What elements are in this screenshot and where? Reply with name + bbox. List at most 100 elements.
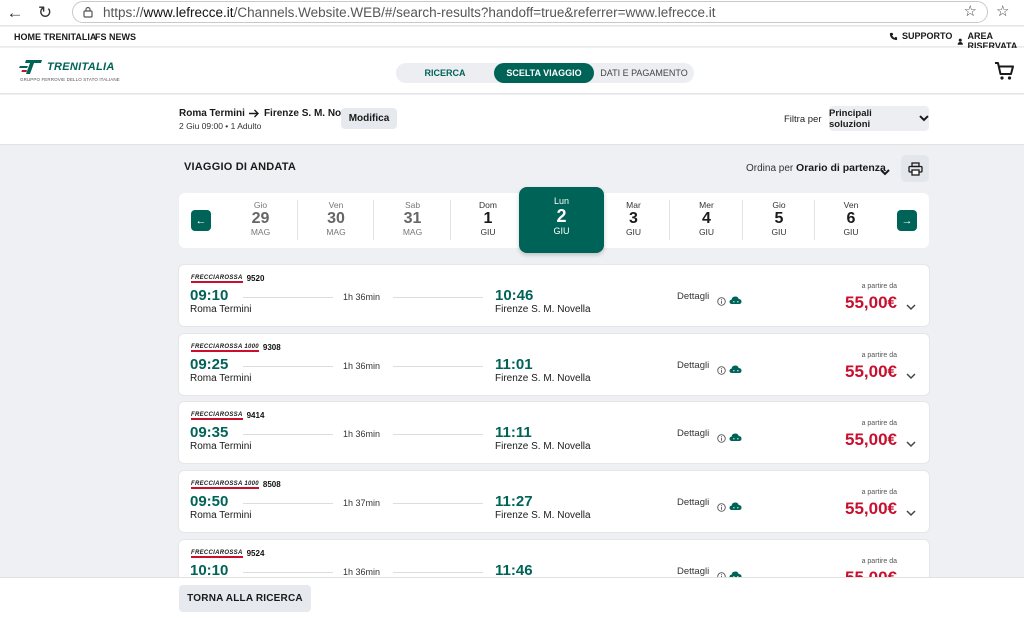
chevron-down-icon — [919, 115, 929, 122]
details-link[interactable]: Dettagli — [677, 360, 710, 371]
train-brand-logo: FRECCIAROSSA 1000 — [191, 343, 259, 352]
chevron-down-icon[interactable] — [906, 367, 916, 385]
date-weekday: Mar — [626, 200, 641, 210]
info-icon[interactable] — [717, 499, 726, 517]
train-solution-card[interactable]: FRECCIAROSSA 1000 9308 09:25 Roma Termini 1h… — [179, 334, 929, 395]
address-bar[interactable]: https://www.lefrecce.it/Channels.Website… — [72, 1, 988, 23]
train-number: 8508 — [262, 480, 281, 489]
booking-steps: RICERCA SCELTA VIAGGIO DATI E PAGAMENTO — [396, 63, 694, 83]
reload-icon[interactable]: ↻ — [37, 2, 53, 22]
step-search[interactable]: RICERCA — [424, 68, 466, 78]
details-link[interactable]: Dettagli — [677, 497, 710, 508]
favorites-icon[interactable]: ☆ — [996, 3, 1010, 20]
home-trenitalia-link[interactable]: HOME TRENITALIA — [14, 32, 97, 42]
departure-time: 09:10 — [190, 287, 229, 304]
co2-cloud-icon[interactable] — [729, 498, 742, 516]
user-icon — [957, 38, 963, 45]
chevron-down-icon[interactable] — [906, 504, 916, 522]
info-icon[interactable] — [717, 362, 726, 380]
details-link[interactable]: Dettagli — [677, 566, 710, 577]
date-number: 5 — [774, 210, 784, 227]
train-brand: FRECCIAROSSA 1000 9308 — [191, 343, 281, 352]
train-number: 9520 — [246, 274, 265, 283]
train-solution-card[interactable]: FRECCIAROSSA 9520 09:10 Roma Termini 1h 36mi… — [179, 265, 929, 326]
co2-cloud-icon[interactable] — [729, 292, 742, 310]
train-solution-card[interactable]: FRECCIAROSSA 1000 8508 09:50 Roma Termini 1h… — [179, 471, 929, 532]
arrival-station: Firenze S. M. Novella — [495, 304, 591, 315]
duration-line — [243, 503, 333, 504]
departure-station: Roma Termini — [190, 373, 252, 384]
trenitalia-logo[interactable]: TRENITALIA GRUPPO FERROVIE DELLO STATO I… — [18, 58, 120, 82]
date-option[interactable]: Mer 4 GIU — [670, 197, 743, 244]
duration-line — [393, 366, 483, 367]
train-number: 9524 — [246, 549, 265, 558]
duration-line — [243, 366, 333, 367]
departure-time: 09:35 — [190, 424, 229, 441]
logo-wordmark: TRENITALIA — [47, 61, 115, 73]
departure-station: Roma Termini — [190, 304, 252, 315]
trip-duration: 1h 36min — [343, 567, 381, 577]
search-summary: Roma Termini Firenze S. M. Novella 2 Giu… — [0, 95, 1024, 145]
modify-button[interactable]: Modifica — [341, 108, 397, 129]
route-title: Roma Termini Firenze S. M. Novella — [179, 108, 363, 119]
support-link[interactable]: SUPPORTO — [889, 31, 952, 41]
date-option[interactable]: Gio 29 MAG — [223, 197, 298, 244]
chevron-down-icon[interactable] — [880, 163, 890, 181]
bookmark-star-icon[interactable]: ☆ — [963, 3, 977, 20]
cart-icon[interactable] — [993, 60, 1015, 87]
date-weekday: Gio — [772, 200, 786, 210]
next-dates-button[interactable]: → — [897, 210, 917, 231]
arrival-time: 11:46 — [495, 562, 533, 579]
train-brand: FRECCIAROSSA 9414 — [191, 411, 264, 420]
date-option[interactable]: Ven 30 MAG — [298, 197, 374, 244]
details-link[interactable]: Dettagli — [677, 428, 710, 439]
arrival-time: 11:01 — [495, 356, 533, 373]
date-option[interactable]: Ven 6 GIU — [815, 197, 887, 244]
arrow-right-icon — [248, 109, 259, 118]
details-link[interactable]: Dettagli — [677, 291, 710, 302]
date-option[interactable]: Dom 1 GIU — [451, 197, 525, 244]
filter-select[interactable]: Principali soluzioni — [829, 106, 929, 131]
train-solution-card[interactable]: FRECCIAROSSA 9414 09:35 Roma Termini 1h 36mi… — [179, 402, 929, 463]
fs-news-link[interactable]: FS NEWS — [95, 32, 137, 42]
departure-time: 09:25 — [190, 356, 229, 373]
date-option[interactable]: Mar 3 GIU — [597, 197, 670, 244]
trenitalia-logo-icon — [19, 60, 42, 74]
info-icon[interactable] — [717, 430, 726, 448]
train-number: 9308 — [262, 343, 281, 352]
date-month: GIU — [553, 226, 570, 236]
train-brand: FRECCIAROSSA 9520 — [191, 274, 264, 283]
date-option[interactable]: Gio 5 GIU — [743, 197, 815, 244]
train-brand-logo: FRECCIAROSSA — [191, 549, 243, 558]
info-icon[interactable] — [717, 293, 726, 311]
date-option[interactable]: Sab 31 MAG — [374, 197, 451, 244]
departure-station: Roma Termini — [190, 441, 252, 452]
price-from-label: a partire da — [861, 283, 897, 290]
date-number: 1 — [483, 210, 493, 227]
date-number: 3 — [629, 210, 638, 227]
co2-cloud-icon[interactable] — [729, 361, 742, 379]
site-header: TRENITALIA GRUPPO FERROVIE DELLO STATO I… — [0, 48, 1024, 94]
co2-cloud-icon[interactable] — [729, 429, 742, 447]
print-button[interactable] — [901, 155, 929, 182]
price: 55,00€ — [845, 499, 897, 518]
destination-station: Firenze S. M. Novella — [263, 108, 364, 119]
chevron-down-icon[interactable] — [906, 298, 916, 316]
date-number: 29 — [251, 210, 270, 227]
duration-line — [243, 572, 333, 573]
duration-line — [393, 434, 483, 435]
date-month: GIU — [843, 227, 859, 237]
arrival-time: 10:46 — [495, 287, 534, 304]
price-from-label: a partire da — [861, 420, 897, 427]
chevron-down-icon[interactable] — [906, 435, 916, 453]
site-info-icon[interactable] — [81, 5, 95, 19]
back-arrow-icon[interactable]: ← — [6, 2, 24, 22]
arrival-station: Firenze S. M. Novella — [495, 510, 591, 521]
reserved-area-link[interactable]: AREA RISERVATA — [957, 31, 1024, 51]
order-by-select[interactable]: Ordina per Orario di partenza — [746, 162, 886, 174]
date-option-selected[interactable]: Lun 2 GIU — [519, 187, 604, 253]
top-links-bar: HOME TRENITALIA FS NEWS SUPPORTO AREA RI… — [0, 27, 1024, 51]
previous-dates-button[interactable]: ← — [191, 210, 211, 231]
back-to-search-button[interactable]: TORNA ALLA RICERCA — [179, 585, 311, 612]
origin-station: Roma Termini — [179, 108, 245, 119]
